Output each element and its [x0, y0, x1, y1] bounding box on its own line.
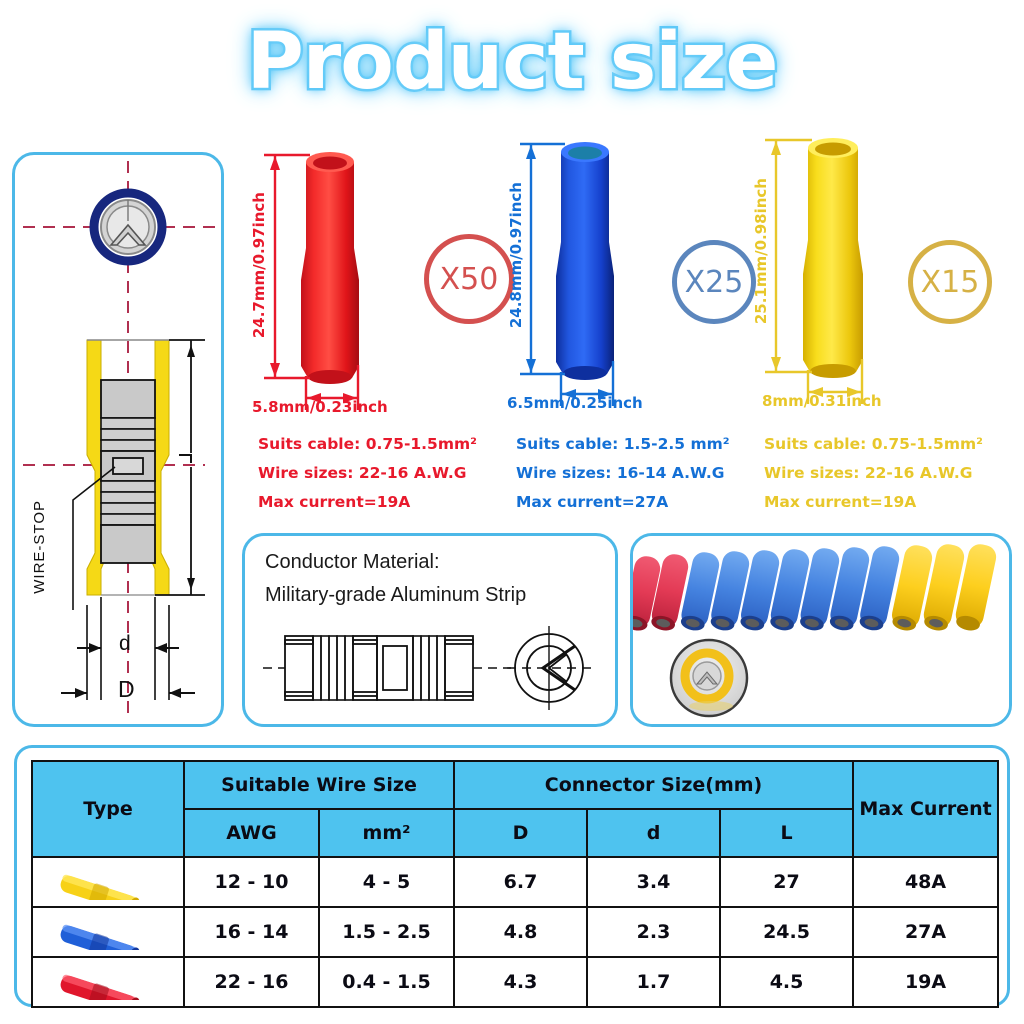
dimension-D-label: D [118, 676, 135, 702]
red-suits-cable: Suits cable: 0.75-1.5mm² [258, 435, 477, 453]
technical-drawing-svg [23, 161, 221, 715]
technical-drawing-panel: WIRE-STOP d D [12, 152, 224, 727]
header-mm2: mm² [317, 808, 456, 858]
conductor-material-line2: Military-grade Aluminum Strip [265, 584, 527, 606]
header-max-current: Max Current [852, 760, 1000, 858]
header-d: d [586, 808, 722, 858]
product-photo-svg [633, 536, 1009, 724]
yellow-length-label: 25.1mm/0.98inch [752, 178, 770, 325]
red-width-label: 5.8mm/0.23inch [252, 398, 388, 416]
cell-current: 27A [852, 906, 1000, 958]
table-header-row-sub: AWG mm² D d L [32, 808, 998, 858]
cell-mm2: 0.4 - 1.5 [317, 956, 456, 1008]
connector-yellow-svg [765, 138, 864, 404]
spec-block-red: Suits cable: 0.75-1.5mm² Wire sizes: 22-… [258, 430, 477, 517]
cell-current: 48A [852, 856, 1000, 908]
wire-stop-label: WIRE-STOP [31, 500, 48, 594]
yellow-suits-cable: Suits cable: 0.75-1.5mm² [764, 435, 983, 453]
conductor-line-drawing [263, 626, 595, 710]
yellow-wire-sizes: Wire sizes: 22-16 A.W.G [764, 464, 973, 482]
spec-block-yellow: Suits cable: 0.75-1.5mm² Wire sizes: 22-… [764, 430, 983, 517]
connector-column-blue: 24.8mm/0.97inch 6.5mm/0.25inch [505, 130, 755, 420]
header-D: D [453, 808, 589, 858]
conductor-material-panel: Conductor Material: Military-grade Alumi… [242, 533, 618, 727]
table-row: 16 - 14 1.5 - 2.5 4.8 2.3 24.5 27A [31, 906, 1000, 958]
table-row: 12 - 10 4 - 5 6.7 3.4 27 48A [31, 856, 1000, 908]
dimension-d-label: d [119, 632, 131, 655]
cell-D: 4.8 [453, 906, 589, 958]
row-swatch-yellow [31, 856, 185, 908]
row-swatch-red [31, 956, 185, 1008]
red-wire-sizes: Wire sizes: 22-16 A.W.G [258, 464, 467, 482]
connector-row-photo [633, 544, 997, 631]
connector-blue-svg [520, 142, 615, 406]
magnifier-inset [669, 638, 749, 718]
specification-table-frame: Type Suitable Wire Size Connector Size(m… [14, 745, 1010, 1008]
product-photo-panel [630, 533, 1012, 727]
table-row: 22 - 16 0.4 - 1.5 4.3 1.7 4.5 19A [31, 956, 1000, 1008]
cell-L: 27 [719, 856, 855, 908]
blue-wire-sizes: Wire sizes: 16-14 A.W.G [516, 464, 725, 482]
header-connector-size: Connector Size(mm) [453, 760, 855, 810]
cell-L: 24.5 [719, 906, 855, 958]
page-title: Product size [244, 15, 781, 110]
cell-awg: 16 - 14 [183, 906, 320, 958]
connector-red-svg [264, 152, 360, 410]
red-length-label: 24.7mm/0.97inch [250, 192, 268, 339]
wire-stop-feature [112, 457, 144, 475]
cell-D: 6.7 [453, 856, 589, 908]
conductor-material-text: Conductor Material: Military-grade Alumi… [265, 546, 526, 612]
cell-awg: 22 - 16 [183, 956, 320, 1008]
conductor-material-line1: Conductor Material: [265, 551, 440, 573]
swatch-connector-red [60, 974, 140, 1000]
swatch-connector-blue [60, 924, 140, 950]
wire-stop-leader [72, 466, 116, 610]
quantity-badge-red-text: X50 [439, 261, 499, 297]
quantity-badge-blue: X25 [672, 240, 756, 324]
table-head: Type Suitable Wire Size Connector Size(m… [31, 760, 1000, 858]
connector-body-side-view [86, 339, 170, 596]
cell-mm2: 1.5 - 2.5 [317, 906, 456, 958]
specification-table: Type Suitable Wire Size Connector Size(m… [31, 760, 1000, 1008]
header-L: L [719, 808, 855, 858]
blue-width-label: 6.5mm/0.25inch [507, 394, 643, 412]
header-type: Type [31, 760, 185, 858]
red-max-current: Max current=19A [258, 493, 411, 511]
cell-awg: 12 - 10 [183, 856, 320, 908]
cell-d: 3.4 [586, 856, 722, 908]
dimension-L [155, 339, 205, 596]
cell-d: 1.7 [586, 956, 722, 1008]
page-title-container: Product size [0, 14, 1024, 110]
cell-mm2: 4 - 5 [317, 856, 456, 908]
quantity-badge-yellow-text: X15 [920, 264, 980, 300]
connector-column-red: 24.7mm/0.97inch 5.8mm/0.23inch [248, 130, 498, 420]
cell-current: 19A [852, 956, 1000, 1008]
table-body: 12 - 10 4 - 5 6.7 3.4 27 48A [31, 856, 1000, 1008]
yellow-max-current: Max current=19A [764, 493, 917, 511]
cell-D: 4.3 [453, 956, 589, 1008]
header-suitable-wire-size: Suitable Wire Size [182, 760, 456, 810]
end-view-cross-section [89, 188, 167, 266]
blue-suits-cable: Suits cable: 1.5-2.5 mm² [516, 435, 730, 453]
quantity-badge-yellow: X15 [908, 240, 992, 324]
header-awg: AWG [183, 808, 320, 858]
blue-length-label: 24.8mm/0.97inch [507, 182, 525, 329]
swatch-connector-yellow [60, 874, 140, 900]
cell-d: 2.3 [586, 906, 722, 958]
quantity-badge-blue-text: X25 [684, 264, 744, 300]
quantity-badge-red: X50 [424, 234, 514, 324]
dimension-d-and-D [61, 597, 195, 700]
spec-block-blue: Suits cable: 1.5-2.5 mm² Wire sizes: 16-… [516, 430, 730, 517]
blue-max-current: Max current=27A [516, 493, 669, 511]
connector-column-yellow: 25.1mm/0.98inch 8mm/0.31inch [752, 130, 1012, 420]
cell-L: 4.5 [719, 956, 855, 1008]
row-swatch-blue [31, 906, 185, 958]
yellow-width-label: 8mm/0.31inch [762, 392, 882, 410]
table-header-row-top: Type Suitable Wire Size Connector Size(m… [31, 760, 1000, 858]
